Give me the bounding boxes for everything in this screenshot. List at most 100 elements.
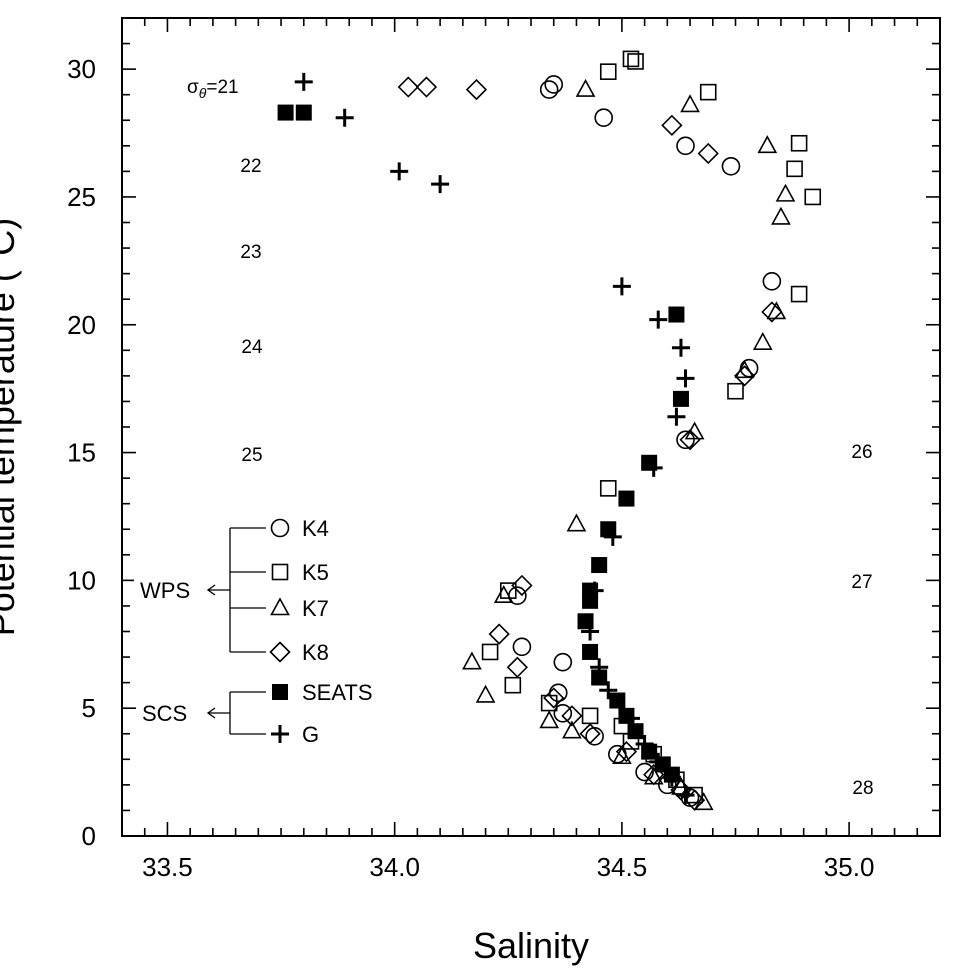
point-k5	[790, 285, 808, 303]
legend-marker-k8	[269, 641, 291, 663]
point-g	[599, 681, 618, 700]
contour-label-bg	[235, 333, 269, 357]
contour-label-bg	[845, 568, 879, 592]
point-k5	[599, 63, 617, 80]
data-markers	[277, 50, 822, 811]
point-k7	[771, 206, 791, 225]
point-k8	[511, 574, 533, 597]
point-k8	[661, 114, 683, 136]
point-seats	[609, 692, 626, 709]
point-seats	[668, 306, 685, 323]
y-axis-title: Potential temperature (°C)	[0, 218, 22, 637]
scs-bracket	[229, 691, 266, 735]
contour-labels: σθ=21 22 23 24 25 26 27 28	[169, 74, 880, 799]
point-g	[390, 162, 409, 181]
contour-label-23: 23	[240, 242, 261, 263]
legend-label-k8: K8	[302, 640, 329, 665]
point-g	[603, 527, 622, 546]
legend-marker-g	[271, 725, 289, 743]
point-k4	[762, 271, 782, 291]
point-g	[644, 458, 663, 477]
point-k8	[465, 78, 488, 101]
point-k7	[462, 651, 482, 670]
point-g	[335, 108, 354, 127]
point-k8	[579, 723, 601, 745]
contour-label-bg	[234, 238, 268, 262]
point-k7	[693, 792, 714, 811]
point-k8	[697, 142, 719, 165]
point-k7	[612, 746, 632, 765]
point-k5	[699, 83, 717, 101]
point-k4	[635, 762, 654, 782]
point-k8	[683, 789, 706, 811]
point-k7	[775, 183, 796, 202]
point-g	[635, 734, 654, 753]
y-tick-label: 15	[67, 438, 96, 468]
point-g	[585, 581, 604, 600]
contour-label-bg	[235, 441, 269, 465]
point-k7	[752, 331, 773, 350]
point-g	[676, 786, 695, 805]
contour-label-bg	[845, 438, 879, 462]
plot-frame	[121, 17, 941, 837]
point-k5	[504, 676, 522, 694]
point-k4	[676, 430, 695, 450]
point-g	[621, 709, 640, 728]
y-tick-label: 20	[67, 310, 96, 340]
contour-label-22: 22	[240, 156, 261, 177]
point-k5	[627, 53, 644, 70]
point-g	[431, 175, 450, 194]
point-g	[667, 407, 686, 426]
point-seats	[672, 390, 689, 407]
x-tick-label: 34.0	[369, 852, 420, 882]
point-k8	[761, 301, 783, 323]
axes: 33.5 34.0 34.5 35.0 0 5 10 15 20 25 30	[67, 17, 941, 882]
point-g	[649, 310, 668, 329]
point-k5	[804, 188, 822, 206]
point-k4	[594, 108, 614, 127]
legend-marker-k4	[270, 518, 290, 538]
y-tick-label: 10	[67, 565, 96, 595]
point-k7	[566, 513, 587, 532]
point-k8	[506, 656, 528, 678]
point-k7	[475, 684, 496, 703]
point-k5	[727, 382, 744, 400]
point-k4	[512, 637, 532, 657]
contour-label-bg	[846, 774, 880, 798]
legend-label-k7: K7	[302, 596, 329, 621]
contour-label-24: 24	[241, 337, 263, 358]
x-tick-label: 35.0	[824, 852, 875, 882]
legend-label-g: G	[302, 722, 319, 747]
contour-label-symbol: σθ=21	[187, 77, 239, 101]
point-k7	[680, 94, 700, 113]
y-tick-label: 0	[82, 821, 96, 851]
point-g	[612, 277, 631, 296]
point-k8	[733, 365, 756, 387]
point-k8	[670, 779, 692, 801]
point-g	[671, 338, 690, 357]
point-k8	[679, 429, 701, 451]
point-k4	[676, 136, 695, 156]
point-k5	[481, 643, 499, 661]
legend-marker-k7	[270, 597, 290, 616]
point-k4	[544, 75, 564, 94]
y-tick-label: 5	[82, 693, 96, 723]
scs-label-bg	[138, 698, 206, 726]
wps-bracket	[229, 527, 266, 653]
y-tick-label: 30	[67, 54, 96, 84]
legend-marker-k5	[271, 563, 289, 581]
contour-label-26: 26	[851, 442, 872, 463]
wps-arrow	[206, 584, 230, 596]
point-g	[581, 622, 600, 641]
point-k8	[615, 741, 638, 763]
scs-label: SCS	[142, 701, 187, 726]
contour-label-bg	[169, 74, 245, 98]
point-seats	[618, 490, 635, 507]
legend-label-seats: SEATS	[302, 680, 373, 705]
x-tick-label: 34.5	[597, 852, 648, 882]
point-k7	[757, 135, 778, 154]
point-k4	[721, 156, 741, 176]
point-g	[649, 752, 668, 771]
point-k4	[553, 652, 573, 672]
